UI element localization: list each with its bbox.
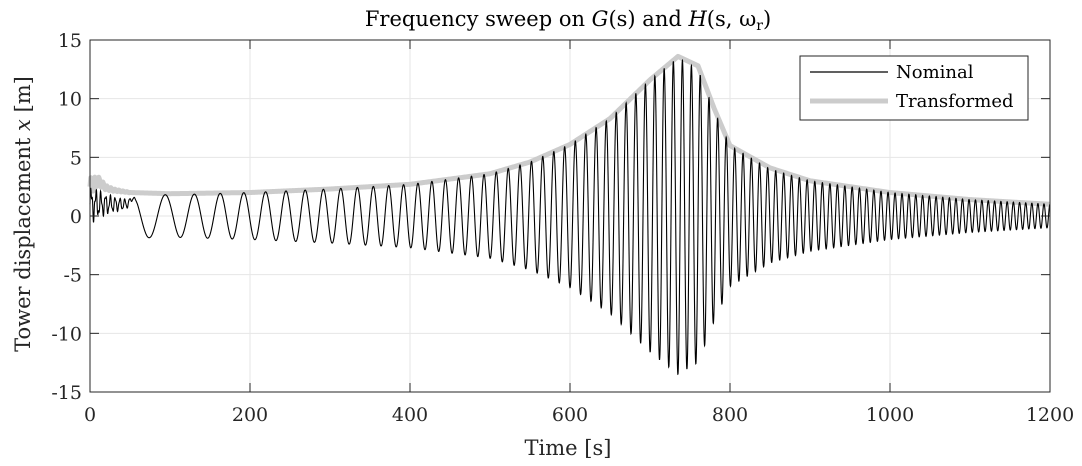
x-tick-label: 400 <box>392 404 428 426</box>
chart-title-h-args-close: ) <box>763 7 771 31</box>
y-axis-label: Tower displacement x [m] <box>11 76 35 352</box>
y-tick-label: 15 <box>58 30 82 52</box>
y-tick-label: -10 <box>51 323 82 345</box>
y-tick-label: 5 <box>70 147 82 169</box>
chart-title-mid: and <box>636 7 689 31</box>
chart-title-h-sub: r <box>756 18 763 34</box>
x-tick-label: 600 <box>552 404 588 426</box>
y-tick-label: -15 <box>51 382 82 404</box>
series-transformed <box>87 53 1052 207</box>
legend: Nominal Transformed <box>799 55 1029 121</box>
legend-transformed-label: Transformed <box>896 91 1014 112</box>
x-tick-label: 200 <box>232 404 268 426</box>
series-nominal <box>89 58 1051 376</box>
tick-labels: 0 200 400 600 800 1000 1200 15 10 5 0 -5 -10 -15 <box>51 30 1074 426</box>
x-tick-label: 800 <box>712 404 748 426</box>
y-axis-label-prefix: Tower displacement <box>11 131 35 352</box>
tick-marks <box>89 39 1051 393</box>
chart-title-g-args: (s) <box>608 7 635 31</box>
y-axis-label-unit: [m] <box>11 76 35 119</box>
chart-title-prefix: Frequency sweep on <box>365 7 592 31</box>
y-tick-label: 0 <box>70 206 82 228</box>
series-layer <box>87 53 1052 376</box>
legend-nominal-label: Nominal <box>896 62 974 83</box>
y-axis-label-var: x <box>11 119 35 131</box>
chart-title: Frequency sweep on G(s) and H(s, ωr) <box>365 7 771 34</box>
chart-title-h-args-open: (s, ω <box>707 7 756 31</box>
x-tick-label: 1200 <box>1026 404 1074 426</box>
y-tick-label: -5 <box>63 265 82 287</box>
chart-title-h-func: H <box>687 7 707 31</box>
x-tick-label: 0 <box>84 404 96 426</box>
legend-box <box>799 55 1029 121</box>
x-axis-label: Time [s] <box>525 436 612 460</box>
x-tick-label: 1000 <box>866 404 914 426</box>
chart-title-g-func: G <box>592 7 609 31</box>
y-tick-label: 10 <box>58 89 82 111</box>
